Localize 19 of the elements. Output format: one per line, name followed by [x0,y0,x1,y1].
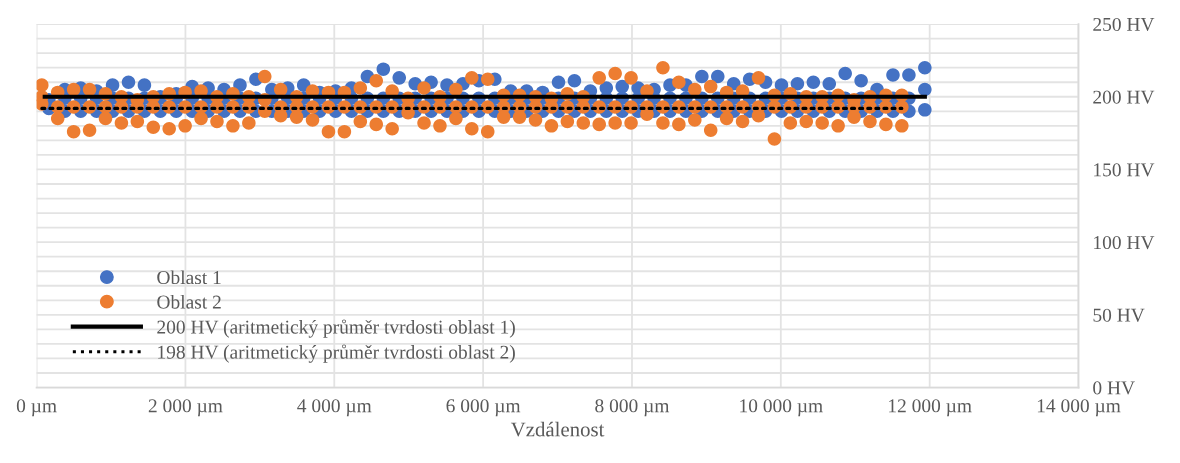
y-tick-label: 100 HV [1094,235,1155,250]
y-tick-label: 150 HV [1094,163,1155,177]
y-tick-label: 250 HV [1093,17,1155,32]
x-tick-label: 2 000 µm [148,399,223,417]
legend-label: 198 HV (aritmetický průměr tvrdosti oblast 2) [158,344,515,363]
x-axis-title: Vzdálenost [510,421,605,437]
legend-label: 200 HV (aritmetický průměr tvrdosti oblast 1) [157,319,515,338]
x-tick-label: 4 000 µm [297,399,372,417]
legend-label: Oblast 2 [157,294,221,309]
x-tick-label: 0 µm [16,399,57,417]
x-tick-label: 10 000 µm [740,399,823,417]
y-tick-label: 50 HV [1093,308,1145,322]
x-tick-label: 12 000 µm [889,399,972,417]
y-tick-label: 0 HV [1093,381,1135,395]
x-tick-label: 14 000 µm [1037,399,1121,417]
y-tick-label: 200 HV [1093,90,1155,104]
x-tick-label: 6 000 µm [446,399,521,417]
x-tick-label: 8 000 µm [595,399,670,417]
legend-label: Oblast 1 [157,270,221,285]
